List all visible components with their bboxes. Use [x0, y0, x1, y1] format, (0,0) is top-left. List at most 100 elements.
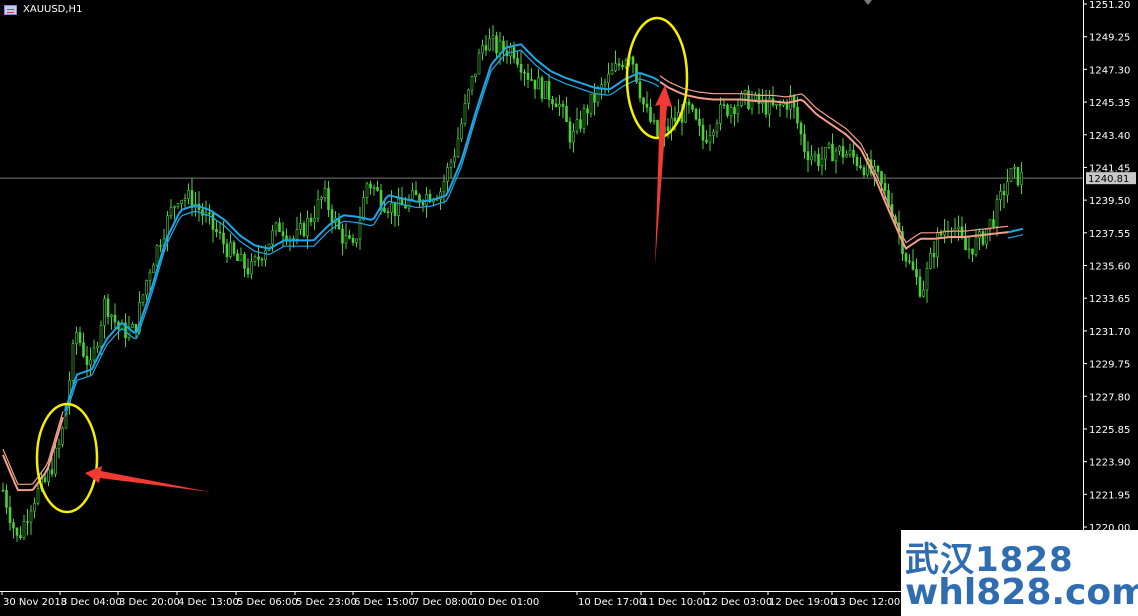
- candle-body: [453, 156, 456, 163]
- candle-body: [691, 104, 694, 110]
- candle-body: [155, 245, 159, 266]
- candle-body: [131, 323, 134, 328]
- candle-body: [327, 188, 330, 210]
- candle-body: [75, 332, 78, 344]
- candle-body: [701, 125, 705, 141]
- candle-body: [491, 35, 495, 40]
- candle-body: [960, 226, 964, 237]
- candle-body: [796, 107, 799, 124]
- candle-body: [589, 93, 593, 114]
- candle-body: [859, 165, 862, 169]
- candle-body: [393, 202, 397, 216]
- candle-body: [719, 104, 722, 124]
- y-tick-label: 1247.30: [1089, 65, 1130, 76]
- candle-body: [309, 217, 313, 223]
- candle-body: [908, 260, 911, 263]
- moving-average-fast: [2, 416, 64, 492]
- candle-body: [61, 427, 64, 445]
- candle-body: [302, 223, 306, 237]
- candle-body: [666, 126, 670, 132]
- candle-body: [222, 232, 225, 245]
- candle-body: [306, 217, 309, 237]
- candle-body: [355, 238, 358, 243]
- candle-body: [565, 106, 568, 123]
- candle-body: [1, 489, 5, 492]
- candle-body: [180, 199, 183, 204]
- candle-body: [141, 294, 145, 303]
- candle-body: [89, 359, 92, 366]
- symbol-label: XAUUSD,H1: [23, 4, 83, 15]
- candle-body: [537, 77, 540, 90]
- x-tick-label: 3 Dec 04:00: [61, 597, 122, 608]
- x-tick-label: 12 Dec 03:00: [705, 597, 772, 608]
- candle-body: [764, 99, 768, 115]
- candle-body: [341, 228, 344, 244]
- candle-body: [652, 120, 656, 122]
- candle-body: [817, 153, 820, 166]
- candle-body: [187, 190, 190, 200]
- candle-body: [1009, 167, 1013, 183]
- candle-body: [841, 146, 845, 158]
- y-tick-label: 1220.00: [1089, 523, 1130, 534]
- candle-body: [715, 123, 719, 133]
- candle-body: [799, 122, 803, 135]
- moving-average-slow: [64, 49, 660, 418]
- candle-body: [733, 107, 736, 115]
- candle-body: [5, 490, 8, 508]
- y-tick-label: 1239.50: [1089, 196, 1130, 207]
- candle-body: [495, 35, 498, 54]
- x-tick-label: 6 Dec 15:00: [354, 597, 415, 608]
- candle-body: [71, 343, 75, 381]
- y-tick-label: 1235.60: [1089, 262, 1130, 273]
- candle-body: [78, 332, 82, 343]
- candle-body: [82, 342, 85, 357]
- chart-shift-marker: [864, 0, 872, 5]
- y-tick-label: 1223.90: [1089, 458, 1130, 469]
- candle-body: [33, 502, 36, 512]
- y-tick-label: 1229.75: [1089, 360, 1130, 371]
- candle-body: [722, 104, 726, 106]
- candle-body: [330, 209, 334, 223]
- x-tick-label: 10 Dec 01:00: [472, 597, 539, 608]
- candle-body: [645, 103, 649, 108]
- candle-body: [544, 81, 547, 99]
- candle-body: [649, 107, 652, 122]
- candle-body: [229, 242, 232, 257]
- candle-body: [477, 52, 481, 75]
- candle-body: [484, 45, 488, 51]
- candle-body: [323, 188, 327, 198]
- candle-body: [999, 191, 1002, 200]
- candle-body: [617, 63, 621, 66]
- candle-body: [736, 105, 740, 115]
- candle-body: [971, 248, 974, 255]
- x-tick-label: 7 Dec 08:00: [413, 597, 474, 608]
- x-tick-label: 3 Dec 20:00: [119, 597, 180, 608]
- candle-body: [810, 155, 813, 161]
- candle-body: [274, 222, 278, 232]
- candle-body: [474, 73, 477, 77]
- candles: [1, 25, 1023, 542]
- current-price-badge: [1086, 172, 1136, 185]
- candle-body: [929, 253, 932, 269]
- x-tick-label: 10 Dec 17:00: [578, 597, 645, 608]
- watermark-logo: 武汉1828 whl828.com: [901, 530, 1138, 616]
- candle-body: [512, 47, 516, 59]
- candle-body: [967, 248, 971, 251]
- candle-body: [820, 158, 824, 166]
- candle-body: [614, 63, 617, 71]
- candle-body: [351, 237, 355, 243]
- candle-body: [57, 443, 61, 449]
- candle-body: [778, 103, 782, 106]
- moving-average-fast: [659, 80, 1009, 250]
- candle-body: [726, 104, 729, 116]
- candle-body: [106, 298, 110, 317]
- candle-body: [981, 231, 985, 245]
- candle-body: [386, 211, 390, 213]
- candle-body: [656, 120, 659, 137]
- candle-body: [397, 198, 400, 216]
- candle-body: [110, 314, 113, 317]
- y-tick-label: 1251.20: [1089, 0, 1130, 11]
- candle-body: [103, 298, 106, 327]
- candle-body: [218, 231, 222, 234]
